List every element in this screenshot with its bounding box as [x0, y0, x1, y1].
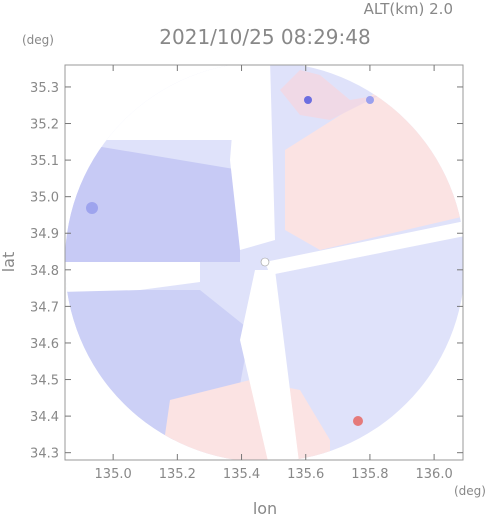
radar-field	[65, 65, 463, 460]
y-tick-label: 35.0	[30, 191, 59, 206]
x-tick-label: 135.8	[351, 467, 388, 482]
y-tick-label: 34.7	[30, 300, 59, 315]
y-unit: (deg)	[22, 33, 54, 47]
x-tick-label: 135.2	[159, 467, 196, 482]
plot-frame	[64, 64, 464, 461]
y-tick-label: 34.4	[30, 410, 59, 425]
y-tick-label: 35.3	[30, 81, 59, 96]
x-tick-label: 135.0	[95, 467, 132, 482]
y-tick-label: 34.5	[30, 374, 59, 389]
y-label: lat	[0, 252, 18, 273]
x-label: lon	[253, 499, 277, 518]
y-tick-label: 34.9	[30, 227, 59, 242]
x-unit: (deg)	[454, 484, 486, 498]
x-tick-label: 136.0	[416, 467, 453, 482]
x-tick-label: 135.6	[287, 467, 324, 482]
y-tick-label: 34.6	[30, 337, 59, 352]
x-tick-label: 135.4	[223, 467, 260, 482]
y-tick-label: 35.2	[30, 118, 59, 133]
y-tick-label: 35.1	[30, 154, 59, 169]
altitude: ALT(km) 2.0	[364, 0, 453, 18]
y-tick-label: 34.3	[30, 447, 59, 462]
y-tick-label: 34.8	[30, 264, 59, 279]
chart-title: 2021/10/25 08:29:48	[159, 25, 370, 49]
